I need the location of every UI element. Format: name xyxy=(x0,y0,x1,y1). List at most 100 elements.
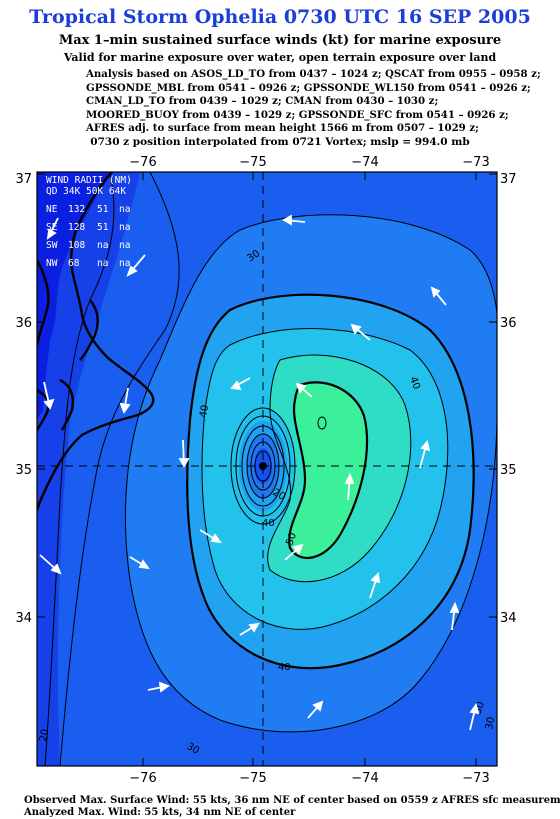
wind-arrow xyxy=(307,700,324,719)
lat-tick-label: 37 xyxy=(500,172,517,187)
lat-tick-label: 36 xyxy=(500,316,517,331)
lon-tick-label: −73 xyxy=(462,771,489,786)
radii-50kt: na xyxy=(97,240,108,251)
inland-shore xyxy=(37,388,50,431)
contour-label: 40 xyxy=(407,375,422,391)
contour-label: 50 xyxy=(284,531,299,547)
wind-arrow xyxy=(295,382,313,398)
radii-quadrant: NE xyxy=(46,204,58,215)
isotach-40 xyxy=(201,328,449,630)
radii-34kt: 68 xyxy=(68,258,80,269)
wind-shade-low xyxy=(37,172,140,766)
radii-64kt: na xyxy=(119,222,130,233)
wind-arrow xyxy=(199,529,222,544)
wind-arrow xyxy=(46,217,59,240)
radii-row: SW 108 na na xyxy=(46,240,130,251)
radii-50kt: 51 xyxy=(97,204,109,215)
radii-50kt: na xyxy=(97,258,108,269)
wind-arrow xyxy=(344,472,355,501)
wind-arrows xyxy=(39,214,480,731)
inland-shore xyxy=(37,259,50,346)
contour-label: 40 xyxy=(198,404,211,418)
lon-tick-label: −73 xyxy=(462,155,489,170)
wind-arrow xyxy=(469,702,480,731)
wind-arrow xyxy=(39,554,62,575)
wind-arrow xyxy=(419,440,431,469)
wind-arrow xyxy=(126,254,146,277)
radii-quadrant: SW xyxy=(46,240,58,251)
wind-arrow xyxy=(449,601,460,631)
analysis-line: GPSSONDE_MBL from 0541 – 0926 z; GPSSOND… xyxy=(86,81,531,94)
radii-row: SE 128 51 na xyxy=(46,222,130,233)
analyzed-max-wind: Analyzed Max. Wind: 55 kts, 34 nm NE of … xyxy=(24,807,296,818)
validity-note: Valid for marine exposure over water, op… xyxy=(63,51,497,64)
lon-tick-label: −74 xyxy=(351,155,378,170)
wind-arrow xyxy=(282,214,306,226)
wind-shade-50 xyxy=(289,382,368,558)
lat-tick-label: 34 xyxy=(15,611,32,626)
map-subtitle: Max 1–min sustained surface winds (kt) f… xyxy=(58,33,502,48)
tick-marks xyxy=(37,172,497,766)
radii-row: NW 68 na na xyxy=(46,258,130,269)
radii-columns: QD 34K 50K 64K xyxy=(46,186,126,197)
radii-row: NE 132 51 na xyxy=(46,204,130,215)
isotach-45 xyxy=(267,354,412,583)
radii-quadrant: NW xyxy=(46,258,58,269)
lon-tick-label: −75 xyxy=(239,771,266,786)
radii-50kt: 51 xyxy=(97,222,109,233)
wind-arrow xyxy=(119,387,131,414)
map-title: Tropical Storm Ophelia 0730 UTC 16 SEP 2… xyxy=(29,6,531,28)
lat-tick-label: 36 xyxy=(15,316,32,331)
wind-analysis-map: −76 −75 −74 −73 −76 −75 −74 −73 37 36 35… xyxy=(15,155,516,786)
radii-34kt: 132 xyxy=(68,204,85,215)
lat-tick-label: 35 xyxy=(15,463,32,478)
analysis-line: CMAN_LD_TO from 0439 – 1029 z; CMAN from… xyxy=(86,95,439,107)
analysis-line: Analysis based on ASOS_LD_TO from 0437 –… xyxy=(86,68,541,80)
wind-field xyxy=(37,172,497,766)
lon-tick-label: −74 xyxy=(351,771,378,786)
contour-label: 40 xyxy=(278,662,291,673)
isotach-25 xyxy=(59,172,180,766)
wind-arrow xyxy=(430,286,447,306)
analysis-sources: Analysis based on ASOS_LD_TO from 0437 –… xyxy=(86,68,556,136)
storm-center-marker xyxy=(259,462,267,470)
analysis-line: AFRES adj. to surface from mean height 1… xyxy=(86,122,479,134)
radii-64kt: na xyxy=(119,258,130,269)
radii-34kt: 108 xyxy=(68,240,85,251)
lon-tick-label: −76 xyxy=(129,155,156,170)
contour-label: 20 xyxy=(38,728,51,742)
radii-header: WIND RADII (NM) xyxy=(46,175,132,186)
wind-radii-table: WIND RADII (NM) QD 34K 50K 64K NE 132 51… xyxy=(46,175,132,269)
contour-label: 40 xyxy=(262,518,275,529)
radii-34kt: 128 xyxy=(68,222,85,233)
contour-label: 30 xyxy=(484,716,497,730)
wind-arrow xyxy=(147,681,170,693)
wind-arrow xyxy=(129,556,150,570)
lat-tick-label: 34 xyxy=(500,611,517,626)
radii-64kt: na xyxy=(119,204,130,215)
inland-shore xyxy=(79,299,99,361)
wind-arrow xyxy=(350,323,371,341)
inland-shore xyxy=(59,378,74,431)
wind-arrow xyxy=(43,381,55,410)
wind-arrow xyxy=(230,377,251,391)
wind-arrow xyxy=(239,622,260,636)
lon-tick-label: −76 xyxy=(129,771,156,786)
footer-notes: Observed Max. Surface Wind: 55 kts, 36 n… xyxy=(24,795,560,819)
land-area xyxy=(37,172,112,420)
observed-max-wind: Observed Max. Surface Wind: 55 kts, 36 n… xyxy=(24,795,560,806)
isotach-35 xyxy=(186,293,475,670)
max-wind-marker xyxy=(317,416,327,430)
wind-arrow xyxy=(284,543,304,561)
lon-tick-label: −75 xyxy=(239,155,266,170)
lat-tick-label: 35 xyxy=(500,463,517,478)
wind-arrow xyxy=(178,439,190,468)
coastline xyxy=(37,172,155,511)
radii-quadrant: SE xyxy=(46,222,58,233)
axis-labels: −76 −75 −74 −73 −76 −75 −74 −73 37 36 35… xyxy=(15,155,516,786)
lat-tick-label: 37 xyxy=(15,172,32,187)
radii-64kt: na xyxy=(119,240,130,251)
analysis-line: MOORED_BUOY from 0439 – 1029 z; GPSSONDE… xyxy=(86,108,509,121)
position-note: 0730 z position interpolated from 0721 V… xyxy=(90,136,470,148)
wind-arrow xyxy=(369,572,381,599)
